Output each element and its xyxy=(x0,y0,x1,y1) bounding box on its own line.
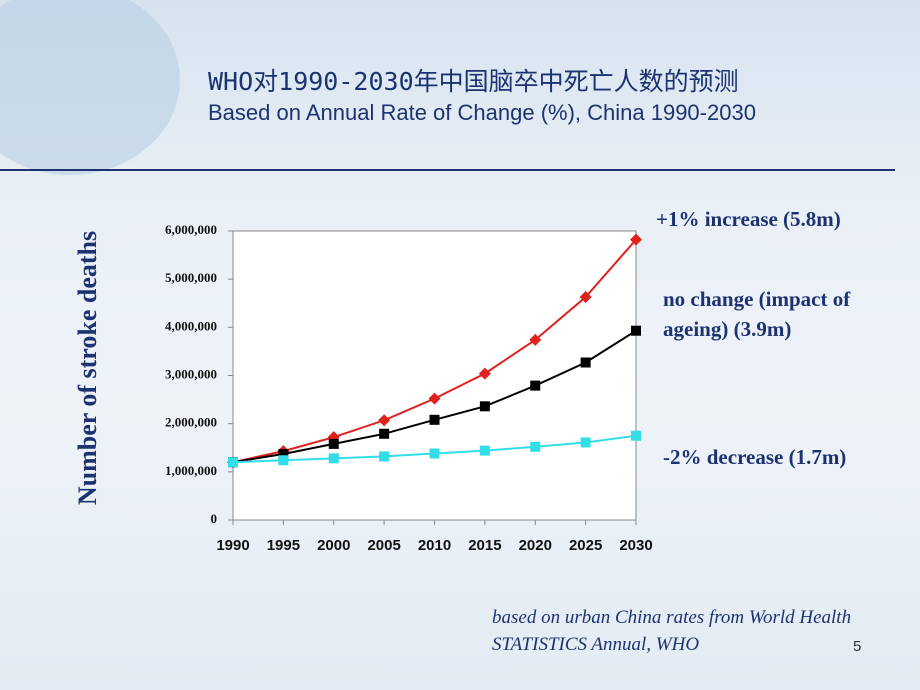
marker xyxy=(228,457,238,468)
marker xyxy=(530,380,541,391)
subtitle: Based on Annual Rate of Change (%), Chin… xyxy=(208,100,756,125)
marker xyxy=(579,290,592,303)
y-tick-label: 6,000,000 xyxy=(165,222,217,237)
marker xyxy=(428,392,441,405)
x-tick-label: 2000 xyxy=(317,537,350,554)
y-axis-label: Number of stroke deaths xyxy=(73,230,102,506)
source-note: based on urban China rates from World He… xyxy=(492,607,852,655)
title: WHO对1990-2030年中国脑卒中死亡人数的预测 xyxy=(208,67,739,96)
marker xyxy=(379,451,390,462)
x-tick-label: 2030 xyxy=(619,537,652,554)
y-tick-label: 3,000,000 xyxy=(165,366,217,381)
series-label: +1% increase (5.8m) xyxy=(656,207,841,231)
x-tick-label: 2005 xyxy=(367,537,400,554)
marker xyxy=(580,357,591,368)
marker xyxy=(631,325,641,336)
marker xyxy=(328,453,339,464)
x-tick-label: 2020 xyxy=(519,537,552,554)
marker xyxy=(378,414,391,427)
y-tick-label: 4,000,000 xyxy=(165,318,217,333)
y-tick-label: 2,000,000 xyxy=(165,415,217,430)
x-tick-label: 2015 xyxy=(468,537,501,554)
x-tick-label: 1990 xyxy=(216,537,249,554)
page-number: 5 xyxy=(853,638,862,655)
x-tick-label: 2010 xyxy=(418,537,451,554)
marker xyxy=(278,449,289,460)
marker xyxy=(278,455,289,466)
x-tick-label: 2025 xyxy=(569,537,602,554)
header-photo xyxy=(0,0,180,175)
marker xyxy=(429,414,440,425)
marker xyxy=(429,448,440,459)
marker xyxy=(530,441,541,452)
marker xyxy=(529,333,542,346)
series-label: -2% decrease (1.7m) xyxy=(663,445,847,469)
marker xyxy=(580,437,591,448)
y-tick-label: 5,000,000 xyxy=(165,270,217,285)
marker xyxy=(328,438,339,449)
x-tick-label: 1995 xyxy=(267,537,300,554)
marker xyxy=(631,430,641,441)
marker xyxy=(478,367,491,380)
marker xyxy=(630,233,642,246)
plot-area xyxy=(232,230,637,521)
marker xyxy=(379,428,390,439)
marker xyxy=(479,445,490,456)
y-tick-label: 1,000,000 xyxy=(165,463,217,478)
marker xyxy=(479,401,490,412)
y-tick-label: 0 xyxy=(211,511,218,526)
series-label: no change (impact of ageing) (3.9m) xyxy=(663,287,851,341)
